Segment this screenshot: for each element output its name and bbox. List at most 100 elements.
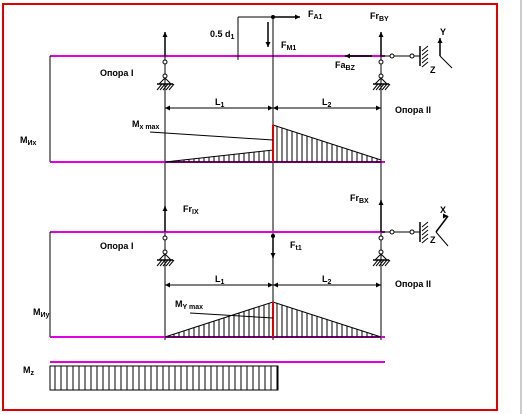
leader (189, 312, 274, 319)
hinge (162, 73, 168, 79)
line (158, 253, 166, 261)
label-sub: BZ (346, 65, 356, 72)
label: L1 (215, 274, 225, 286)
label: Mx max (132, 119, 159, 131)
hatch (375, 83, 382, 91)
label-sub: Y max (183, 304, 204, 311)
label-sub: IX (192, 209, 199, 216)
label: Z (430, 235, 436, 245)
label: MИх (20, 135, 37, 147)
line (164, 253, 172, 261)
label-main: Fr (350, 193, 359, 203)
arrow-head (268, 105, 273, 111)
label-main: Fa (335, 60, 346, 70)
label-sub: Их (28, 140, 37, 147)
label-main: Опора I (100, 241, 133, 251)
leader (149, 131, 274, 141)
arrow-head (378, 32, 384, 37)
label-main: L (215, 97, 221, 107)
arrow-head (265, 42, 271, 47)
arrow-head (270, 253, 276, 258)
arrow-head (295, 14, 300, 20)
label-main: M (23, 365, 31, 375)
hatch (381, 259, 388, 267)
axis-z (435, 231, 449, 247)
label-sub: t1 (296, 245, 302, 252)
label-sub: 2 (328, 279, 332, 286)
arrow-head (165, 282, 170, 288)
hinge (162, 59, 168, 65)
label: Ft1 (290, 240, 302, 252)
hatch (156, 259, 163, 267)
label-main: M (33, 307, 41, 317)
hatch (165, 259, 172, 267)
hinge (378, 235, 384, 241)
hinge (409, 229, 415, 235)
label: MИу (33, 307, 50, 319)
arrow-head (162, 32, 168, 37)
label-main: Опора II (395, 279, 431, 289)
hatch (421, 237, 429, 244)
hatch (168, 83, 175, 91)
label-sub: A1 (314, 14, 323, 21)
label-main: L (215, 274, 221, 284)
label: Mz (23, 365, 35, 377)
line (158, 77, 166, 85)
hatch (159, 259, 166, 267)
label: Y (440, 27, 446, 37)
label: L2 (322, 274, 332, 286)
label: Опора II (395, 105, 431, 115)
label: 0.5 d1 (210, 29, 235, 41)
hatch (384, 83, 391, 91)
axis-z (439, 55, 453, 69)
label-main: Z (430, 235, 436, 245)
hinge (378, 73, 384, 79)
label: Опора II (395, 279, 431, 289)
hatch (421, 49, 429, 56)
hinge (409, 53, 415, 59)
label: Опора I (100, 241, 133, 251)
frame (2, 3, 498, 411)
label-main: F (281, 40, 287, 50)
label: X (440, 205, 446, 215)
label-main: Опора II (395, 105, 431, 115)
hatch (421, 53, 429, 60)
hatch (159, 83, 166, 91)
label-sub: 1 (221, 102, 225, 109)
hatch (381, 83, 388, 91)
hatch (384, 259, 391, 267)
hinge (162, 249, 168, 255)
hatch (421, 229, 429, 236)
label-main: X (440, 205, 446, 215)
label: FrBY (370, 11, 389, 23)
hatch (421, 61, 429, 68)
label-sub: x max (140, 124, 160, 131)
arrow-head (443, 213, 448, 219)
hinge (389, 53, 395, 59)
line (374, 253, 382, 261)
hatch (162, 83, 169, 91)
label: Опора I (100, 68, 133, 78)
arrow-head (162, 206, 168, 211)
hatch (421, 221, 429, 228)
label-sub: 2 (328, 102, 332, 109)
hatch (378, 83, 385, 91)
hatch (156, 83, 163, 91)
arrow-head (273, 105, 278, 111)
point (271, 234, 275, 238)
hatch (421, 57, 429, 64)
hinge (378, 59, 384, 65)
arrow-head (268, 282, 273, 288)
label-main: M (20, 135, 28, 145)
hatch (375, 259, 382, 267)
label: FM1 (281, 40, 296, 52)
hatch (421, 45, 429, 52)
label-main: F (290, 240, 296, 250)
label-main: Z (430, 65, 436, 75)
label-main: Fr (183, 204, 192, 214)
label-sub: BY (379, 16, 389, 23)
label-sub: z (31, 370, 35, 377)
hatch (421, 233, 429, 240)
arrow (435, 215, 449, 233)
